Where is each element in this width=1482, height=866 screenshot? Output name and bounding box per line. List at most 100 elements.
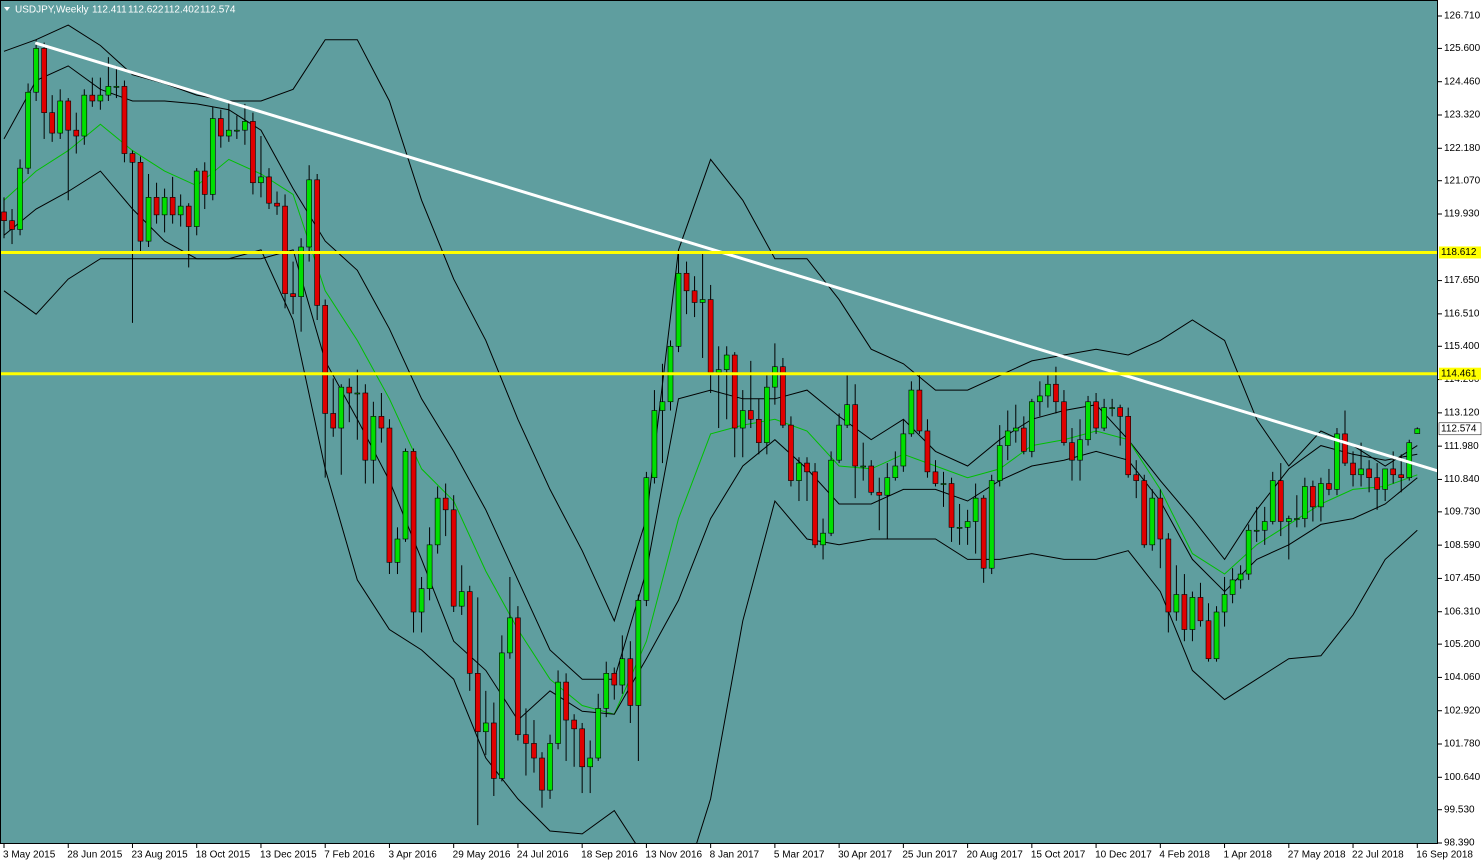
x-tick-label: 29 May 2016 (453, 850, 511, 861)
candle-body (193, 170, 200, 227)
candle-body (1101, 407, 1107, 429)
candle-body (507, 617, 513, 654)
level-label-box (1439, 246, 1481, 259)
x-tick-label: 3 May 2015 (3, 850, 56, 861)
candle-body (1253, 529, 1260, 532)
candle-body (988, 480, 995, 569)
candle-body (1165, 538, 1172, 613)
quote-low: 112.402 (164, 5, 200, 16)
candle-body (1085, 401, 1091, 441)
candle-body (884, 477, 891, 496)
candle-body (627, 658, 634, 706)
y-tick-label: 111.980 (1444, 441, 1479, 452)
header: USDJPY,Weekly 112.411 112.622 112.402 11… (4, 5, 236, 16)
candle-body (41, 48, 47, 113)
candle-body (587, 757, 593, 768)
x-tick-label: 5 Mar 2017 (774, 850, 825, 861)
candle-body (836, 424, 842, 461)
candle-body (531, 743, 537, 759)
candle-body (137, 162, 144, 242)
candle-body (852, 404, 858, 467)
candle-body (563, 681, 569, 721)
candle-body (290, 293, 296, 297)
candle-body (1245, 529, 1252, 575)
x-tick-label: 4 Feb 2018 (1159, 850, 1210, 861)
candle-body (1133, 474, 1140, 481)
candle-body (1125, 416, 1131, 476)
x-tick-label: 3 Apr 2016 (388, 850, 437, 861)
candle-body (1173, 594, 1180, 613)
candle-body (129, 153, 136, 163)
candle-body (226, 129, 232, 137)
candle-body (1205, 620, 1212, 660)
candle-body (651, 410, 658, 478)
candle-body (996, 445, 1003, 481)
candle-body (932, 471, 939, 484)
plot-content (1, 24, 1437, 843)
candle-body (499, 652, 505, 779)
candle-body (73, 129, 80, 137)
candle-body (812, 471, 818, 546)
candle-body (788, 424, 794, 481)
candle-body (675, 272, 682, 347)
candle-body (161, 197, 168, 216)
dropdown-arrow (4, 7, 10, 11)
candle-body (723, 354, 730, 370)
y-tick-label: 104.060 (1444, 672, 1481, 683)
candle-body (1358, 468, 1364, 476)
y-tick-label: 119.930 (1444, 209, 1480, 220)
candle-body (466, 591, 473, 674)
candle-body (595, 708, 602, 759)
candle-body (1004, 430, 1011, 446)
x-tick-label: 25 Jun 2017 (902, 850, 957, 861)
candle-body (434, 497, 441, 546)
candle-body (491, 722, 497, 779)
x-tick-label: 18 Oct 2015 (196, 850, 251, 861)
candle-body (153, 197, 160, 216)
candle-body (1021, 427, 1027, 452)
y-tick-label: 105.200 (1444, 639, 1481, 650)
candle-body (1157, 497, 1164, 540)
level-label-box (1439, 367, 1481, 380)
y-tick-label: 113.120 (1444, 407, 1480, 418)
candle-body (635, 600, 642, 706)
candle-body (482, 722, 489, 733)
candle-body (828, 459, 834, 534)
x-tick-label: 23 Aug 2015 (131, 850, 188, 861)
quote-open: 112.411 (92, 5, 127, 16)
candle-body (796, 462, 802, 481)
candle-body (1189, 597, 1196, 630)
candle-body (89, 94, 96, 102)
x-tick-label: 20 Aug 2017 (967, 850, 1024, 861)
candle-body (370, 416, 377, 461)
candle-body (1318, 483, 1324, 508)
level-label: 114.461 (1441, 368, 1477, 379)
candle-body (868, 465, 875, 493)
indicator-line (3, 170, 1418, 721)
candle-body (410, 451, 417, 613)
candle-body (282, 205, 288, 295)
candle-body (804, 462, 810, 473)
candle-body (1, 211, 7, 222)
x-tick-label: 30 Apr 2017 (838, 850, 892, 861)
candle-body (940, 483, 947, 485)
candle-body (1334, 433, 1340, 490)
y-tick-label: 122.180 (1444, 143, 1481, 154)
candle-body (209, 118, 216, 195)
candle-body (1237, 573, 1244, 581)
candle-body (1117, 407, 1123, 417)
x-tick-label: 8 Jan 2017 (710, 850, 760, 861)
candle-body (747, 410, 754, 420)
candle-body (772, 366, 778, 388)
candle-body (346, 386, 353, 394)
candle-body (81, 94, 88, 137)
x-tick-label: 1 Apr 2018 (1224, 850, 1273, 861)
x-tick-label: 24 Jul 2016 (517, 850, 569, 861)
candle-body (1037, 395, 1043, 403)
candle-body (354, 392, 361, 395)
candle-body (523, 734, 529, 744)
candle-body (820, 532, 826, 546)
candle-body (394, 538, 401, 563)
candle-body (780, 366, 786, 426)
